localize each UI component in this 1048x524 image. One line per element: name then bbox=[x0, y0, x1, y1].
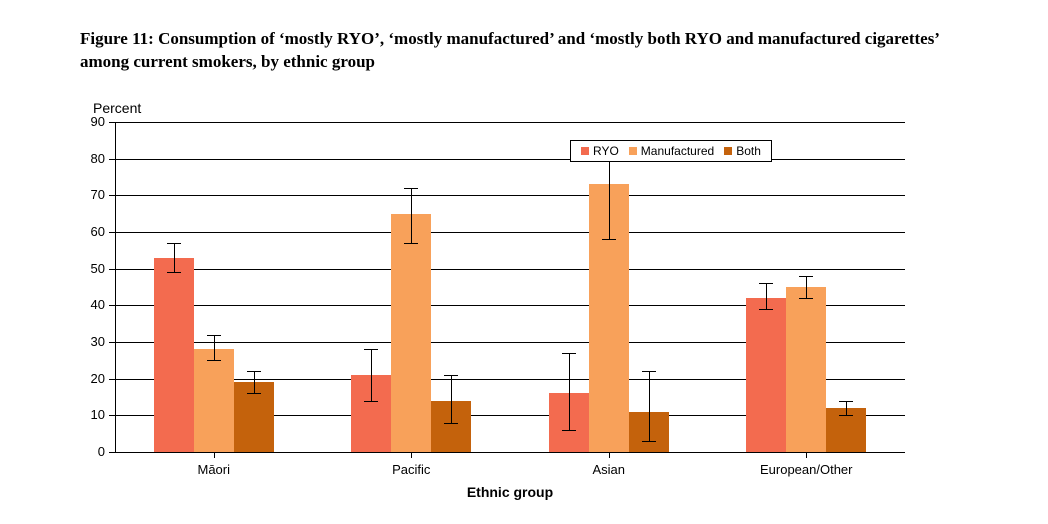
legend-label: Manufactured bbox=[641, 144, 714, 158]
error-cap bbox=[364, 401, 378, 402]
error-cap bbox=[207, 360, 221, 361]
legend-label: Both bbox=[736, 144, 761, 158]
y-tick-label: 0 bbox=[79, 444, 105, 459]
y-tick-label: 50 bbox=[79, 261, 105, 276]
legend-item: Manufactured bbox=[629, 144, 714, 158]
figure-container: { "figure": { "title": "Figure 11: Consu… bbox=[0, 0, 1048, 524]
legend-swatch bbox=[581, 147, 589, 155]
error-cap bbox=[247, 393, 261, 394]
y-axis-line bbox=[115, 122, 116, 452]
error-bar bbox=[214, 335, 215, 361]
error-cap bbox=[444, 423, 458, 424]
error-cap bbox=[759, 309, 773, 310]
x-tick bbox=[214, 452, 215, 458]
error-cap bbox=[642, 441, 656, 442]
x-axis-title: Ethnic group bbox=[115, 484, 905, 500]
y-tick-label: 80 bbox=[79, 151, 105, 166]
bar bbox=[391, 214, 431, 452]
error-bar bbox=[411, 188, 412, 243]
error-bar bbox=[451, 375, 452, 423]
error-bar bbox=[766, 283, 767, 309]
x-category-label: Asian bbox=[510, 462, 708, 477]
error-cap bbox=[602, 239, 616, 240]
legend: RYO Manufactured Both bbox=[570, 140, 772, 162]
error-cap bbox=[562, 430, 576, 431]
x-category-label: Pacific bbox=[313, 462, 511, 477]
x-axis-line bbox=[115, 452, 905, 453]
x-tick bbox=[609, 452, 610, 458]
error-cap bbox=[247, 371, 261, 372]
bar bbox=[194, 349, 234, 452]
y-tick-label: 60 bbox=[79, 224, 105, 239]
y-tick-label: 20 bbox=[79, 371, 105, 386]
error-cap bbox=[759, 283, 773, 284]
error-cap bbox=[404, 188, 418, 189]
bar bbox=[746, 298, 786, 452]
y-tick-label: 30 bbox=[79, 334, 105, 349]
error-bar bbox=[371, 349, 372, 400]
gridline bbox=[115, 122, 905, 123]
error-cap bbox=[167, 272, 181, 273]
gridline bbox=[115, 159, 905, 160]
legend-swatch bbox=[629, 147, 637, 155]
gridline bbox=[115, 269, 905, 270]
y-tick-label: 90 bbox=[79, 114, 105, 129]
legend-swatch bbox=[724, 147, 732, 155]
y-tick-label: 40 bbox=[79, 297, 105, 312]
y-tick-label: 70 bbox=[79, 187, 105, 202]
legend-label: RYO bbox=[593, 144, 619, 158]
gridline bbox=[115, 195, 905, 196]
error-cap bbox=[364, 349, 378, 350]
error-cap bbox=[839, 415, 853, 416]
gridline bbox=[115, 232, 905, 233]
error-cap bbox=[799, 298, 813, 299]
error-cap bbox=[167, 243, 181, 244]
error-cap bbox=[562, 353, 576, 354]
error-cap bbox=[444, 375, 458, 376]
error-cap bbox=[404, 243, 418, 244]
plot-area: 0102030405060708090MāoriPacificAsianEuro… bbox=[115, 122, 905, 452]
error-cap bbox=[799, 276, 813, 277]
x-tick bbox=[806, 452, 807, 458]
bar bbox=[154, 258, 194, 452]
error-bar bbox=[174, 243, 175, 272]
legend-item: RYO bbox=[581, 144, 619, 158]
x-tick bbox=[411, 452, 412, 458]
bar bbox=[786, 287, 826, 452]
legend-item: Both bbox=[724, 144, 761, 158]
x-category-label: Māori bbox=[115, 462, 313, 477]
y-tick-label: 10 bbox=[79, 407, 105, 422]
error-bar bbox=[806, 276, 807, 298]
error-bar bbox=[254, 371, 255, 393]
error-bar bbox=[649, 371, 650, 441]
error-cap bbox=[207, 335, 221, 336]
error-cap bbox=[642, 371, 656, 372]
error-cap bbox=[839, 401, 853, 402]
figure-title: Figure 11: Consumption of ‘mostly RYO’, … bbox=[80, 28, 960, 74]
x-category-label: European/Other bbox=[708, 462, 906, 477]
error-bar bbox=[569, 353, 570, 430]
error-bar bbox=[846, 401, 847, 416]
